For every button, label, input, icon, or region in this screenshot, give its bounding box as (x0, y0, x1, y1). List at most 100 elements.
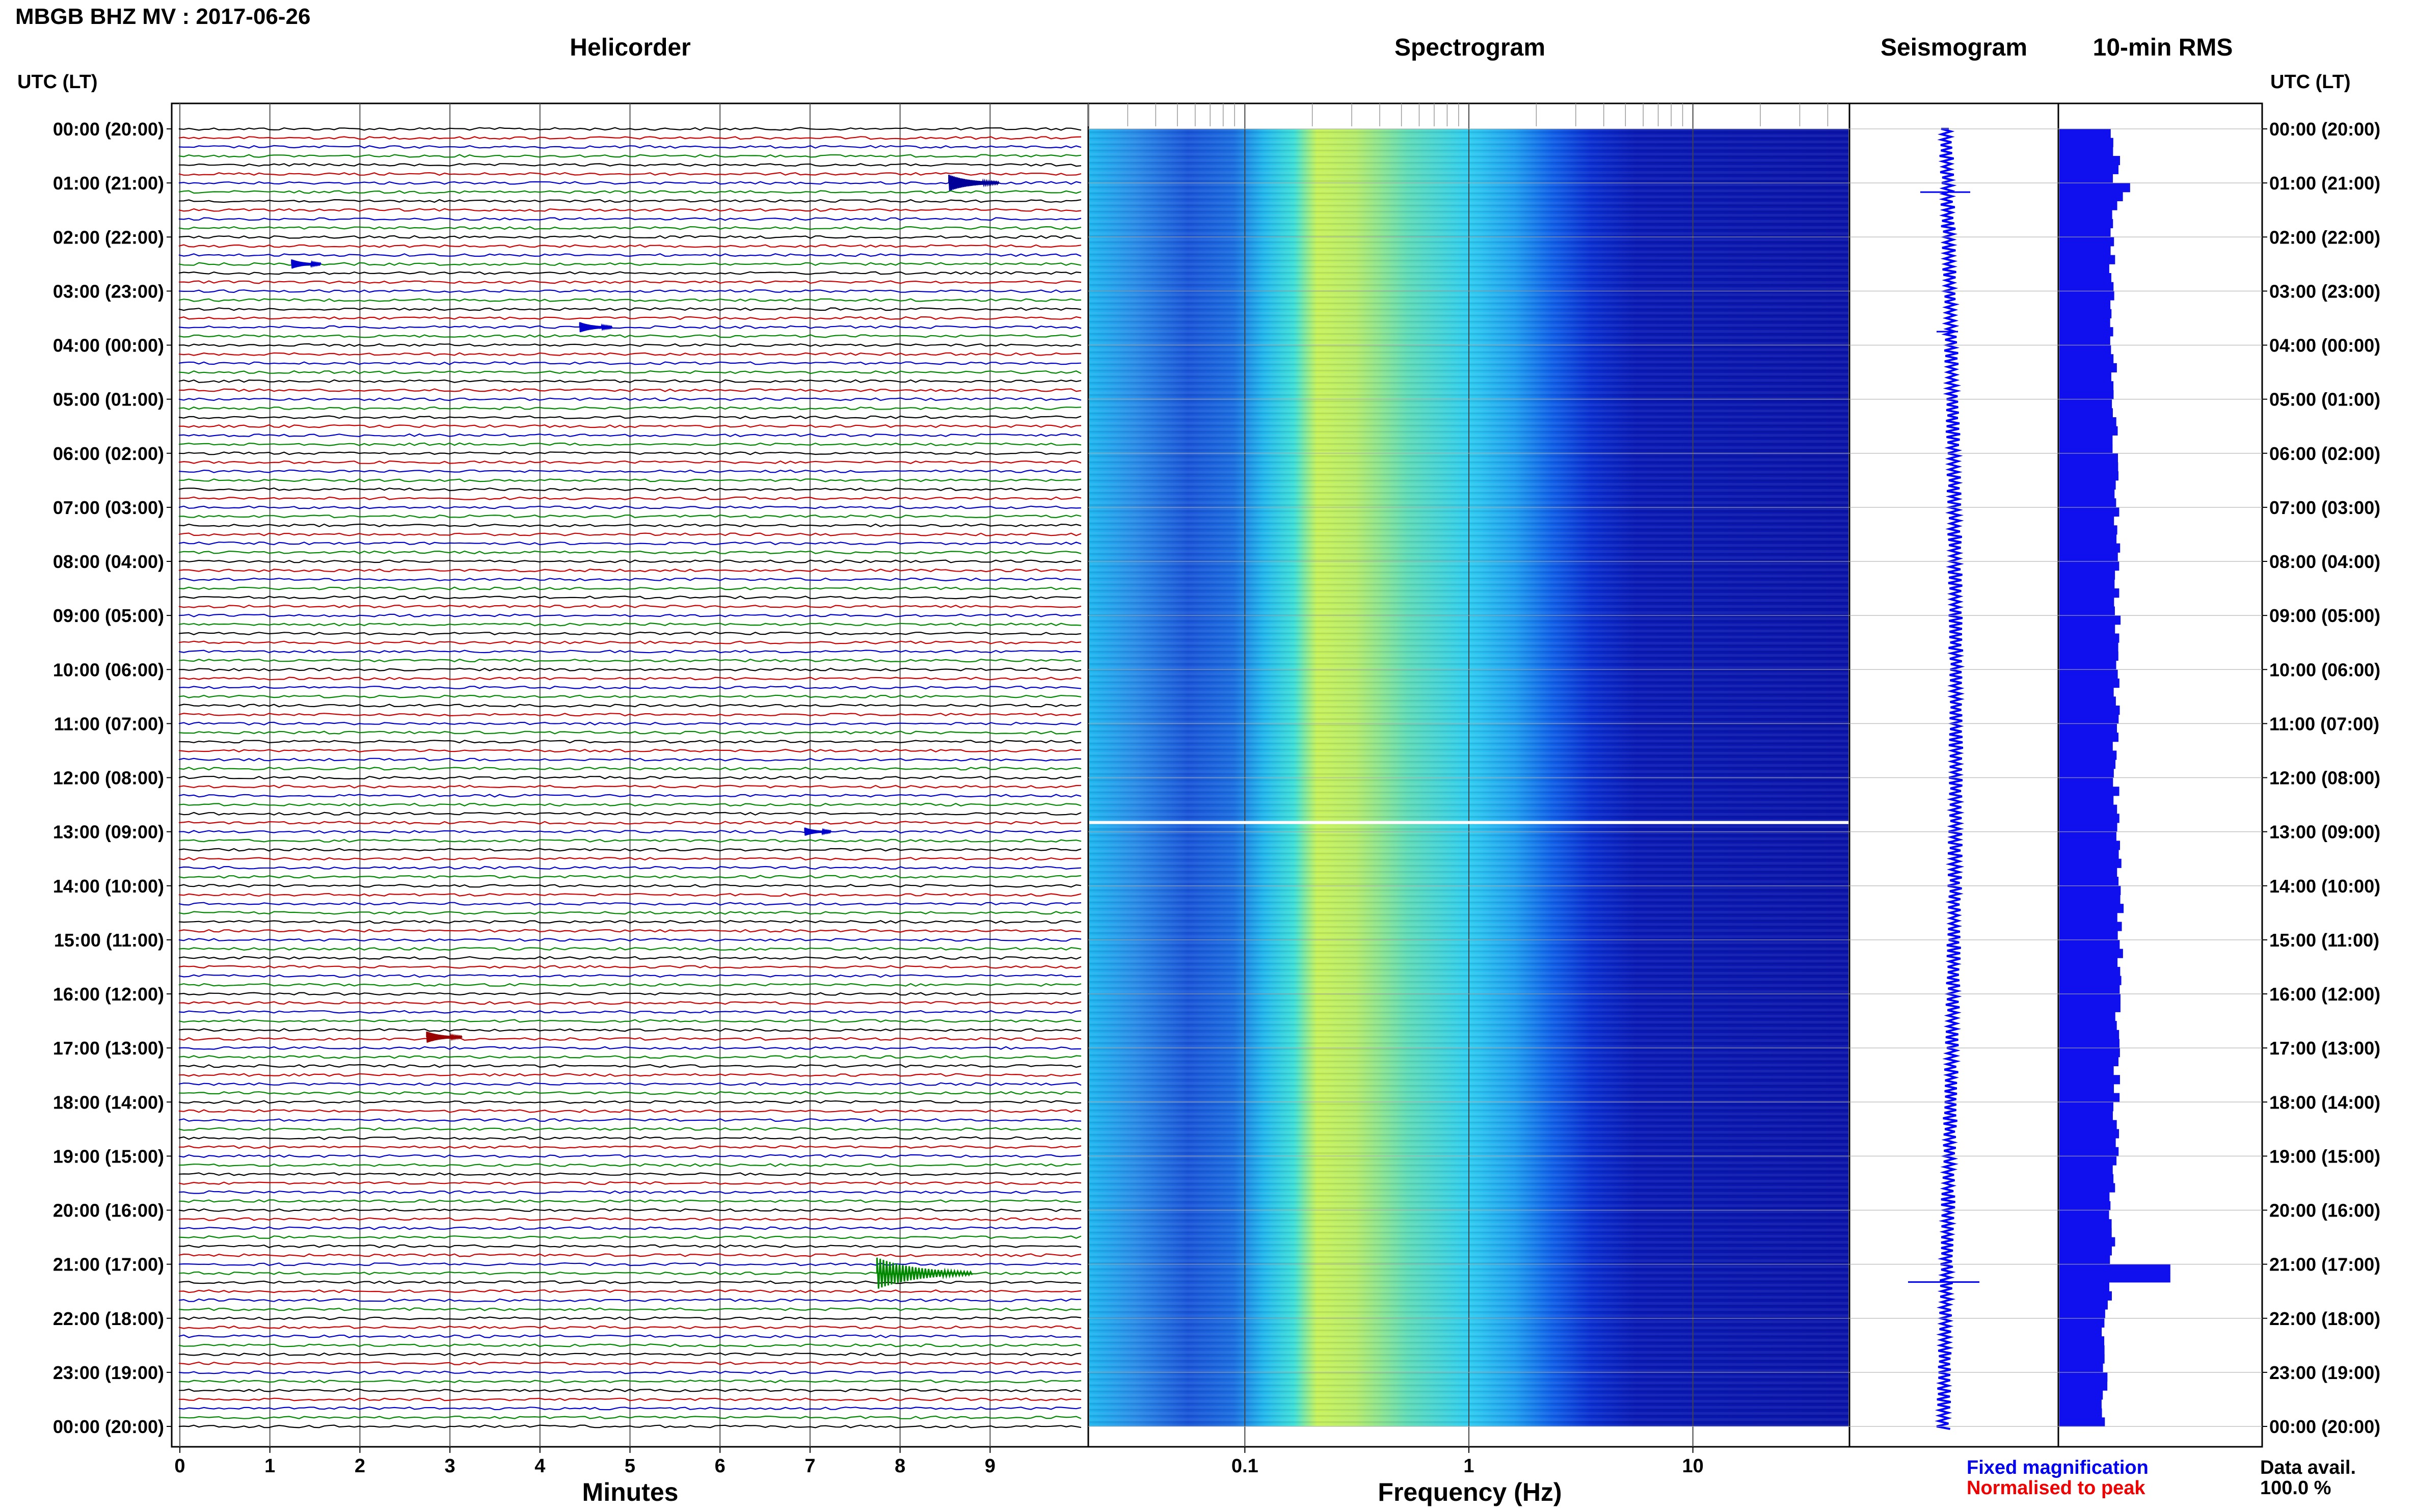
helicorder-trace (178, 929, 1082, 933)
time-label-left: 08:00 (04:00) (53, 551, 164, 572)
rms-bar (2059, 480, 2116, 490)
time-label-left: 05:00 (01:00) (53, 389, 164, 410)
rms-bar (2059, 201, 2117, 210)
time-label-left: 00:00 (20:00) (53, 1416, 164, 1437)
helicorder-trace (178, 938, 1082, 942)
rms-bar (2059, 642, 2118, 652)
rms-bar (2059, 1174, 2114, 1183)
rms-bar (2059, 273, 2111, 283)
helicorder-trace (178, 631, 1082, 636)
rms-bar (2059, 822, 2117, 832)
rms-bar (2059, 282, 2114, 291)
helicorder-trace (178, 1208, 1082, 1212)
time-label-left: 20:00 (16:00) (53, 1200, 164, 1221)
helicorder-trace (178, 992, 1082, 996)
time-label-right: 00:00 (20:00) (2269, 119, 2380, 140)
time-label-right: 18:00 (14:00) (2269, 1092, 2380, 1113)
rms-bar (2059, 1057, 2119, 1066)
time-label-right: 12:00 (08:00) (2269, 768, 2380, 789)
rms-bar (2059, 939, 2120, 950)
rms-bar (2059, 246, 2111, 256)
helicorder-trace (178, 280, 1082, 284)
rms-bar (2059, 858, 2122, 868)
helicorder-trace (178, 397, 1082, 401)
helicorder-trace (178, 650, 1082, 654)
helicorder-trace (179, 478, 1082, 482)
rms-bar (2059, 318, 2110, 328)
time-label-right: 19:00 (15:00) (2269, 1146, 2380, 1167)
helicorder-trace (178, 1343, 1082, 1347)
helicorder-trace (178, 1361, 1082, 1365)
rms-bar (2059, 1210, 2109, 1220)
helicorder-trace (178, 1307, 1082, 1311)
helicorder-trace (178, 298, 1082, 302)
time-label-right: 22:00 (18:00) (2269, 1308, 2380, 1329)
rms-bar (2059, 516, 2114, 526)
helicorder-trace (178, 667, 1082, 671)
helicorder-trace (178, 172, 1082, 176)
rms-bar (2059, 1345, 2105, 1355)
rms-bar (2059, 156, 2121, 166)
rms-bar (2059, 733, 2119, 742)
time-label-right: 10:00 (06:00) (2269, 659, 2380, 680)
rms-bar (2059, 1021, 2117, 1031)
rms-bar (2059, 1183, 2115, 1193)
helicorder-trace (178, 334, 1082, 338)
rms-bar (2059, 931, 2118, 940)
helicorder-trace (178, 613, 1082, 617)
rms-bar (2059, 1201, 2111, 1210)
helicorder-trace (178, 460, 1082, 465)
minutes-tick-label: 9 (985, 1455, 996, 1477)
helicorder-trace (178, 514, 1082, 519)
helicorder-trace (178, 271, 1082, 275)
time-label-left: 22:00 (18:00) (53, 1308, 164, 1329)
frequency-tick-label: 1 (1463, 1455, 1474, 1477)
helicorder-trace (178, 181, 1082, 185)
helicorder-trace (178, 532, 1082, 536)
helicorder-trace (178, 1289, 1082, 1293)
helicorder-trace (178, 370, 1082, 374)
minutes-tick-label: 8 (895, 1455, 905, 1477)
helicorder-trace (178, 794, 1082, 798)
minutes-tick-label: 5 (625, 1455, 635, 1477)
rms-bar (2059, 1075, 2120, 1085)
helicorder-trace (178, 289, 1082, 293)
helicorder-trace (178, 857, 1082, 861)
helicorder-trace (178, 451, 1082, 455)
rms-bar (2059, 390, 2114, 400)
rms-bar (2059, 426, 2118, 436)
time-label-left: 03:00 (23:00) (53, 281, 164, 302)
helicorder-trace (178, 406, 1082, 410)
helicorder-trace (178, 694, 1082, 698)
time-label-right: 21:00 (17:00) (2269, 1254, 2380, 1275)
rms-bar (2059, 579, 2115, 589)
data-availability-label: Data avail. (2260, 1457, 2356, 1478)
rms-bar (2059, 850, 2119, 859)
helicorder-trace (178, 1064, 1082, 1068)
seismogram-title: Seismogram (1880, 34, 2028, 61)
time-label-left: 16:00 (12:00) (53, 984, 164, 1005)
rms-bar (2059, 795, 2114, 805)
rms-bar (2059, 696, 2116, 706)
rms-bar (2059, 814, 2119, 823)
rms-bar (2059, 165, 2118, 174)
rms-bar (2059, 741, 2113, 751)
rms-bar (2059, 958, 2118, 967)
rms-bar (2059, 1282, 2109, 1292)
helicorder-trace (178, 1082, 1082, 1086)
helicorder-trace (178, 658, 1082, 663)
time-header-right: UTC (LT) (2270, 71, 2351, 93)
helicorder-trace (178, 379, 1082, 383)
helicorder-trace (178, 974, 1082, 978)
time-label-left: 00:00 (20:00) (53, 119, 164, 140)
rms-bar (2059, 309, 2112, 318)
rms-bar (2059, 1336, 2105, 1346)
rms-bar (2059, 904, 2124, 913)
rms-bar (2059, 1084, 2114, 1094)
time-label-right: 01:00 (21:00) (2269, 173, 2380, 194)
rms-bar (2059, 1147, 2119, 1156)
rms-frame (2057, 102, 2263, 1448)
minutes-tick-label: 0 (174, 1455, 185, 1477)
rms-bar (2059, 912, 2117, 922)
helicorder-trace (178, 1217, 1082, 1221)
